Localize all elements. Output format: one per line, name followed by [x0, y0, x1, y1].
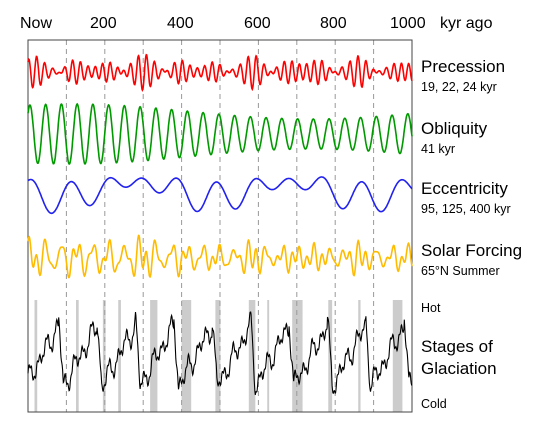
interglacial-band — [76, 300, 79, 412]
interglacial-band — [248, 300, 256, 412]
gridlines — [65, 40, 375, 412]
series-line-precession — [27, 53, 413, 92]
series-name-eccentricity: Eccentricity — [421, 179, 508, 198]
interglacial-band — [118, 300, 121, 412]
interglacial-band — [102, 300, 106, 412]
series-detail-solar-forcing: 65°N Summer — [421, 264, 500, 278]
x-tick-label: 400 — [167, 15, 194, 32]
series-line-obliquity — [27, 102, 413, 165]
series-name-glaciation-line1: Stages of — [421, 337, 493, 356]
x-tick-label: 1000 — [390, 15, 426, 32]
series-detail-precession: 19, 22, 24 kyr — [421, 80, 497, 94]
series-detail-obliquity: 41 kyr — [421, 142, 455, 156]
series-curves — [27, 53, 413, 395]
series-name-obliquity: Obliquity — [421, 119, 488, 138]
x-axis-ticks: Now 200 400 600 800 1000 kyr ago — [20, 15, 493, 32]
x-tick-label: Now — [20, 15, 52, 32]
series-line-stages-of-glaciation — [27, 311, 413, 395]
glaciation-hot-label: Hot — [421, 301, 441, 315]
series-name-precession: Precession — [421, 57, 505, 76]
legend-labels: Precession 19, 22, 24 kyr Obliquity 41 k… — [421, 57, 522, 411]
series-detail-eccentricity: 95, 125, 400 kyr — [421, 202, 511, 216]
interglacial-band — [292, 300, 303, 412]
series-line-solar-forcing — [27, 234, 413, 279]
plot-frame — [27, 39, 413, 413]
interglacial-band — [215, 300, 221, 412]
interglacial-band — [34, 300, 38, 412]
interglacial-band — [150, 300, 158, 412]
series-name-solar-forcing: Solar Forcing — [421, 241, 522, 260]
x-axis-unit: kyr ago — [440, 15, 493, 32]
series-name-glaciation-line2: Glaciation — [421, 359, 497, 378]
series-line-eccentricity — [27, 176, 413, 215]
interglacial-band — [392, 300, 403, 412]
x-tick-label: 800 — [320, 15, 347, 32]
x-tick-label: 200 — [90, 15, 117, 32]
interglacial-band — [181, 300, 192, 412]
x-tick-label: 600 — [244, 15, 271, 32]
glaciation-cold-label: Cold — [421, 397, 447, 411]
interglacial-bands — [34, 300, 403, 412]
interglacial-band — [358, 300, 361, 412]
